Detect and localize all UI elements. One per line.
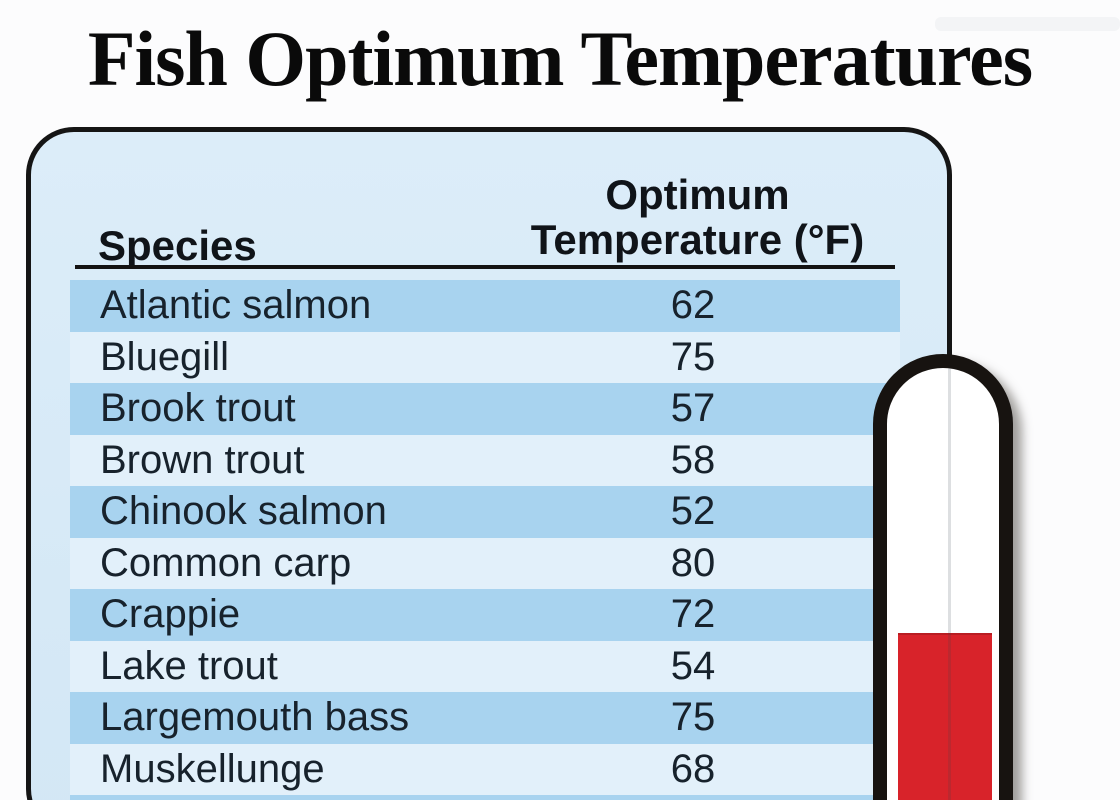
page-title: Fish Optimum Temperatures	[87, 15, 1033, 102]
temperature-cell: 54	[670, 643, 716, 688]
temperature-cell: 58	[670, 437, 716, 482]
temperature-cell: 68	[670, 746, 716, 791]
species-table-body: Atlantic salmon 62 Bluegill 75 Brook trout 57…	[70, 280, 900, 795]
thermometer-seam-line	[948, 368, 951, 800]
temperature-cell: 75	[670, 334, 716, 379]
table-row: Brown trout 58	[70, 434, 900, 486]
temperature-column-header: Optimum Temperature (°F)	[515, 172, 880, 262]
table-row-partial	[70, 795, 900, 800]
species-cell: Brook trout	[100, 386, 296, 431]
temperature-header-line1: Optimum	[605, 171, 790, 218]
background-smudge	[935, 17, 1120, 31]
header-underline	[75, 265, 895, 269]
table-row: Bluegill 75	[70, 331, 900, 383]
species-cell: Muskellunge	[100, 746, 325, 791]
table-row: Chinook salmon 52	[70, 486, 900, 538]
table-row: Crappie 72	[70, 589, 900, 641]
table-row: Brook trout 57	[70, 383, 900, 435]
temperature-header-line2: Temperature (°F)	[530, 216, 865, 263]
species-cell: Bluegill	[100, 334, 229, 379]
species-cell: Brown trout	[100, 437, 305, 482]
species-cell: Chinook salmon	[100, 489, 387, 534]
temperature-cell: 57	[670, 386, 716, 431]
table-row: Lake trout 54	[70, 640, 900, 692]
table-row: Atlantic salmon 62	[70, 280, 900, 332]
temperature-cell: 75	[670, 695, 716, 740]
species-cell: Atlantic salmon	[100, 283, 372, 328]
thermometer	[873, 354, 1013, 800]
species-column-header: Species	[98, 222, 257, 269]
table-row: Muskellunge 68	[70, 743, 900, 795]
temperature-cell: 72	[670, 592, 716, 637]
species-cell: Common carp	[100, 540, 352, 585]
temperature-cell: 52	[670, 489, 716, 534]
table-row: Common carp 80	[70, 537, 900, 589]
thermometer-mercury	[898, 633, 992, 800]
species-cell: Crappie	[100, 592, 241, 637]
temperature-cell: 62	[670, 283, 716, 328]
temperature-cell: 80	[670, 540, 716, 585]
species-cell: Largemouth bass	[100, 695, 410, 740]
table-row: Largemouth bass 75	[70, 692, 900, 744]
species-cell: Lake trout	[100, 643, 278, 688]
